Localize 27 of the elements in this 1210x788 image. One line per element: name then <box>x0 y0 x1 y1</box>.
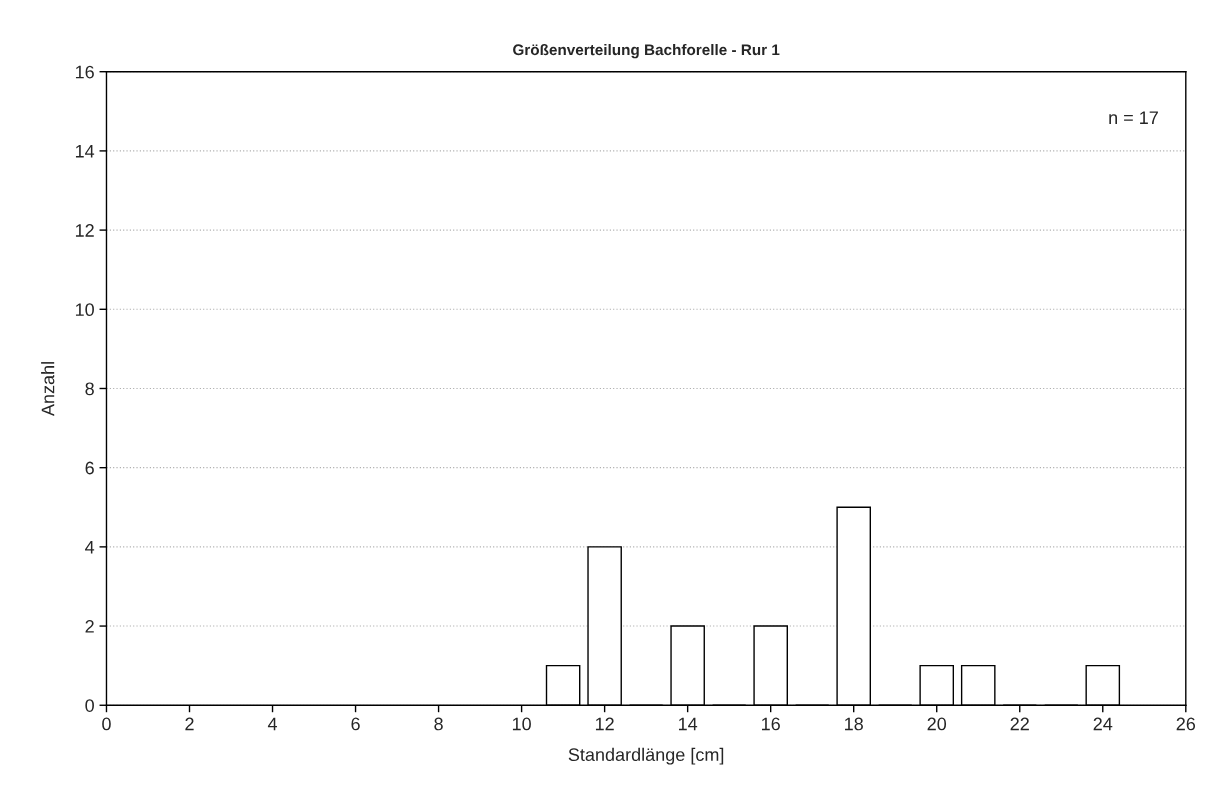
x-tick-label: 4 <box>267 717 278 731</box>
y-tick-label: 2 <box>85 620 94 633</box>
y-axis-title: Anzahl <box>41 362 55 417</box>
y-tick-label: 0 <box>85 699 94 712</box>
x-tick-label: 10 <box>512 717 531 731</box>
y-tick-label: 10 <box>75 303 94 317</box>
annotation: n = 17 <box>1109 111 1158 124</box>
x-tick-label: 26 <box>1176 717 1196 731</box>
x-tick-label: 8 <box>434 717 443 731</box>
y-tick-label: 4 <box>85 540 95 554</box>
x-tick-label: 12 <box>595 717 614 731</box>
y-tick-label: 14 <box>75 145 95 158</box>
x-tick-label: 20 <box>927 717 947 731</box>
x-axis-title: Standardlänge [cm] <box>568 747 724 765</box>
x-tick-label: 14 <box>678 717 698 731</box>
y-tick-label: 12 <box>75 224 94 237</box>
y-tick-label: 6 <box>85 461 94 475</box>
x-tick-label: 22 <box>1010 717 1029 731</box>
chart-title: Größenverteilung Bachforelle - Rur 1 <box>513 43 780 59</box>
x-tick-label: 0 <box>102 717 111 731</box>
y-tick-label: 16 <box>75 65 94 79</box>
x-tick-label: 6 <box>351 717 360 731</box>
y-tick-label: 8 <box>85 382 94 396</box>
x-tick-label: 16 <box>762 717 780 731</box>
x-tick-label: 18 <box>845 717 863 731</box>
x-tick-label: 24 <box>1093 717 1113 731</box>
x-tick-label: 2 <box>185 717 194 731</box>
